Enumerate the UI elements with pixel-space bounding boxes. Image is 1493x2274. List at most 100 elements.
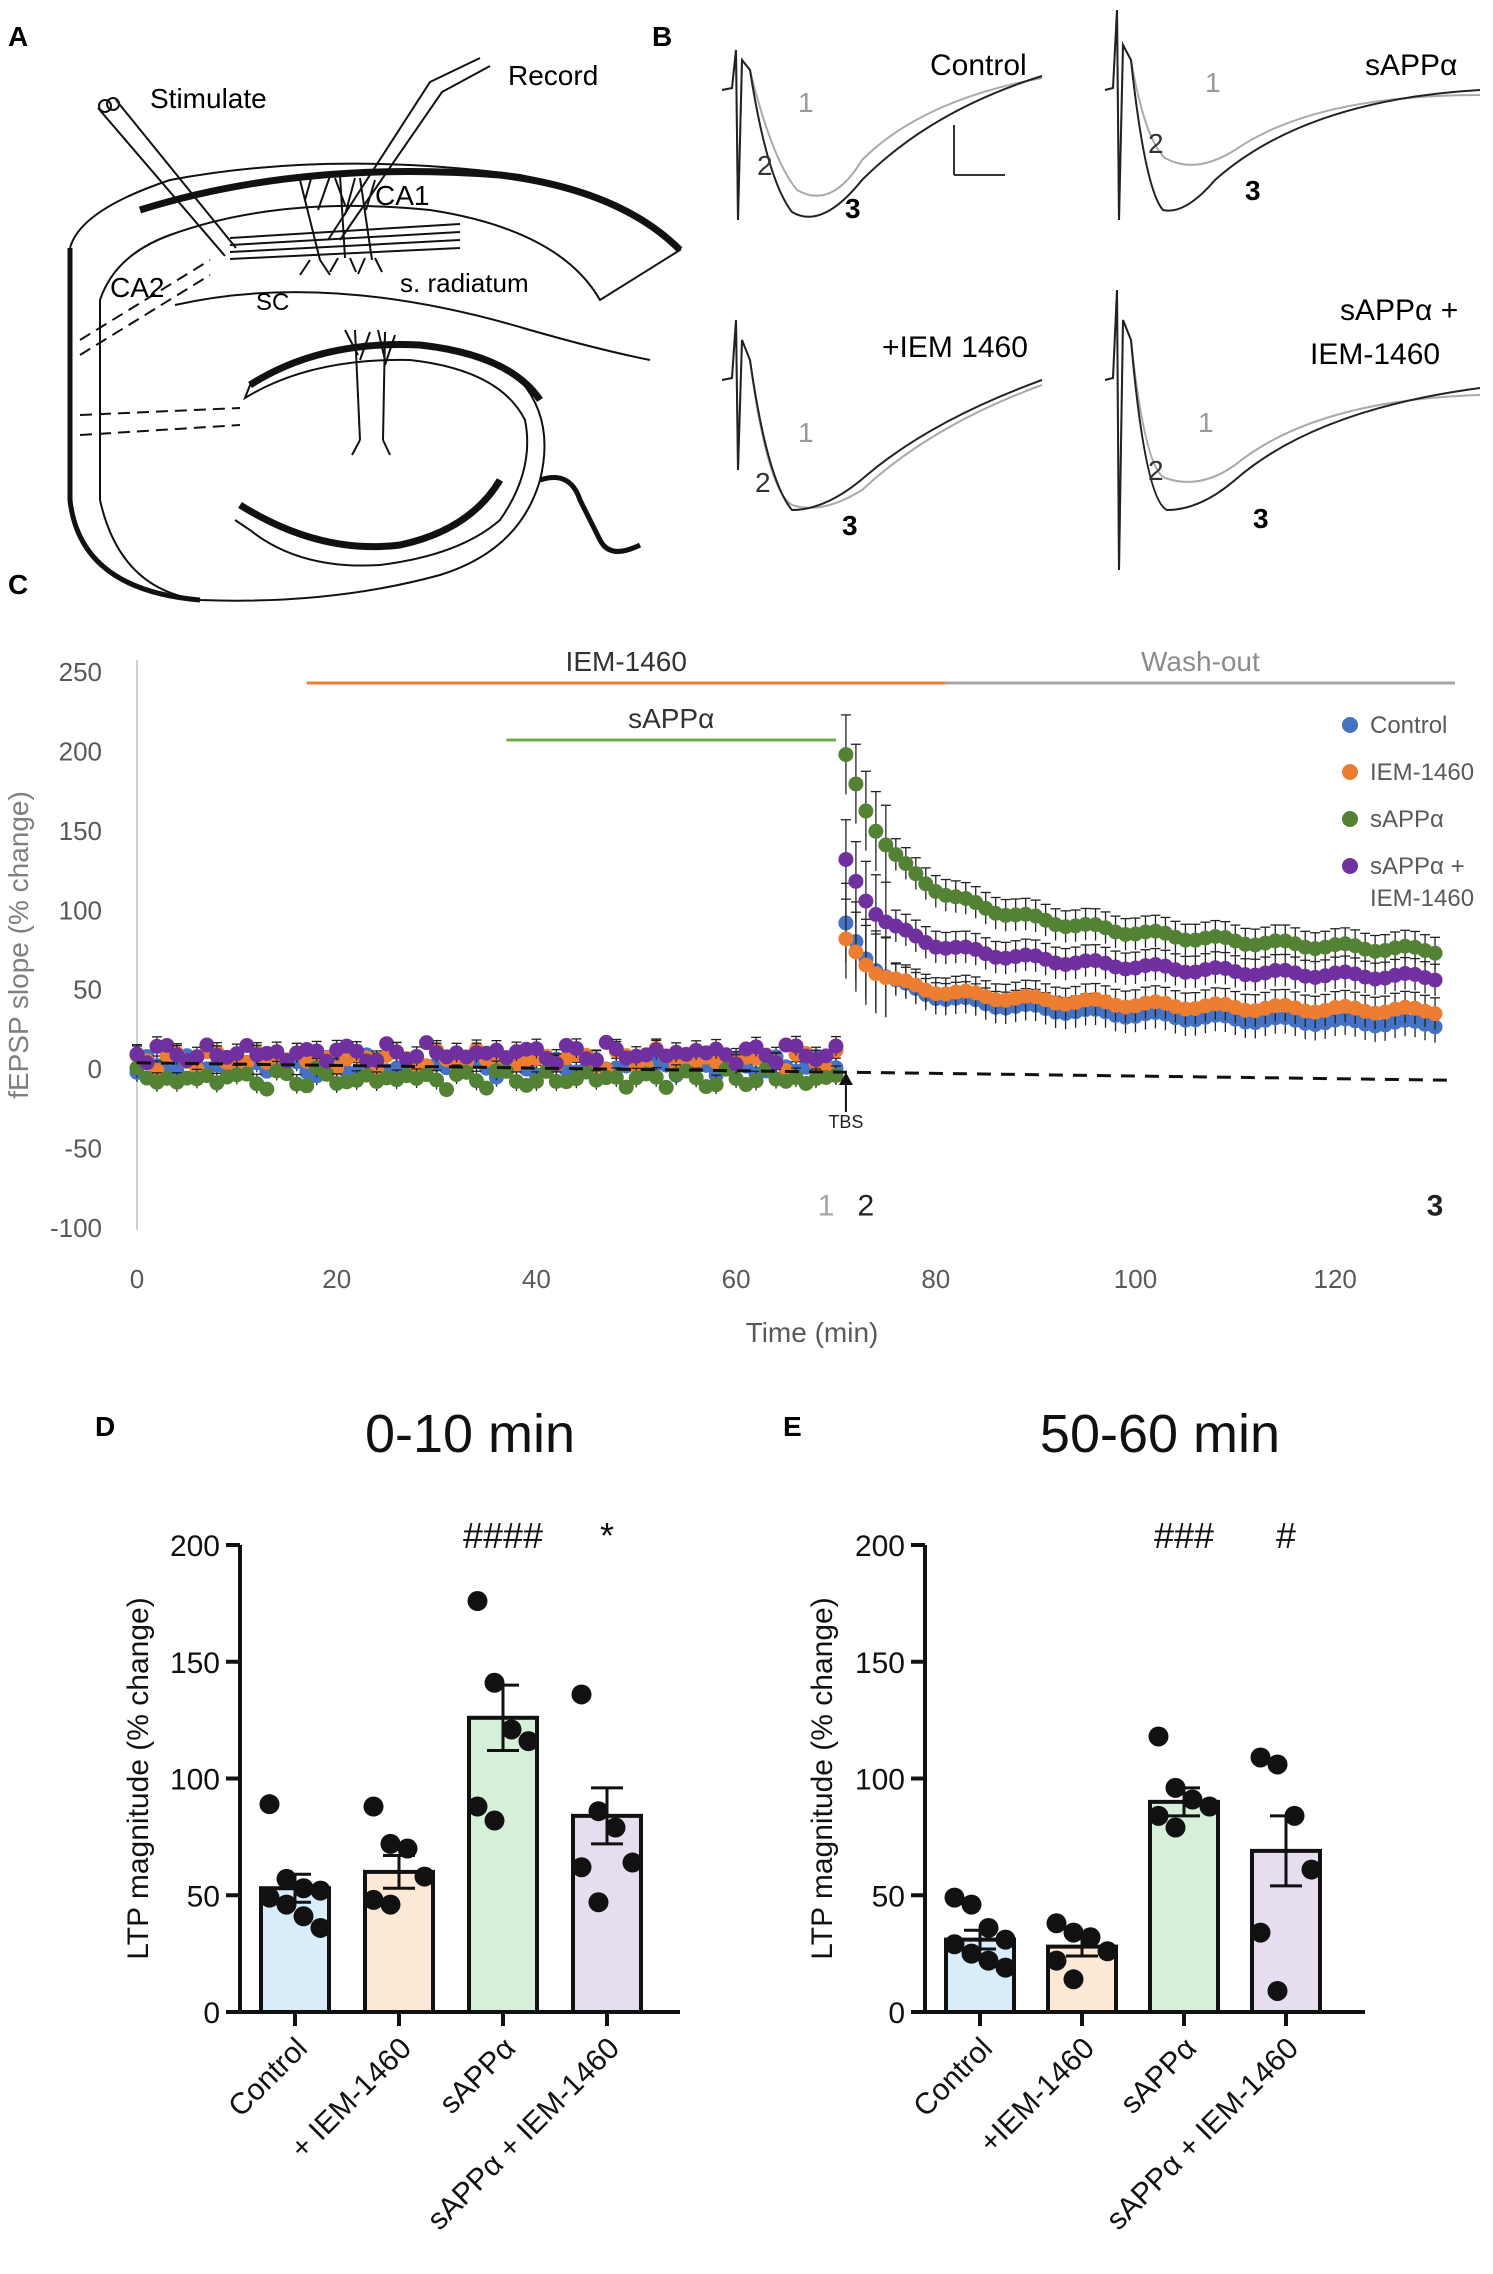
- category-label: sAPPα + IEM-1460: [421, 2032, 626, 2237]
- category-label: sAPPα: [433, 2032, 522, 2121]
- category-label: Control: [222, 2032, 314, 2124]
- dentate-upper: [248, 341, 543, 403]
- y-tick-label: 200: [170, 1530, 220, 1563]
- trace-title-iem: +IEM 1460: [882, 331, 1028, 364]
- sc-label: SC: [256, 289, 289, 316]
- panel-label-e: E: [783, 1411, 802, 1442]
- y-tick-label: 200: [59, 736, 102, 766]
- legend: Control IEM-1460 sAPPα sAPPα + IEM-1460: [1342, 712, 1474, 912]
- tbs-label: TBS: [828, 1112, 863, 1132]
- y-tick-label: 50: [73, 975, 102, 1005]
- data-point: [310, 1917, 331, 1938]
- treatment-bar-label: IEM-1460: [566, 646, 687, 677]
- panel-label-c: C: [8, 569, 28, 600]
- data-point: [658, 1079, 674, 1095]
- significance-marker: ####: [463, 1515, 543, 1556]
- data-point: [1148, 1805, 1169, 1826]
- data-point: [748, 1039, 764, 1055]
- radiatum-label: s. radiatum: [400, 268, 529, 298]
- data-point: [299, 1078, 315, 1094]
- trace-control: Control 1 2 3: [721, 49, 1043, 224]
- bar: [1148, 1799, 1220, 2014]
- data-point: [484, 1672, 505, 1693]
- data-point: [310, 1880, 331, 1901]
- data-point: [239, 1066, 255, 1082]
- data-point: [995, 1929, 1016, 1950]
- data-point: [818, 1048, 834, 1064]
- data-point: [1427, 972, 1443, 988]
- data-point: [1046, 1913, 1067, 1934]
- trace-title-control: Control: [930, 49, 1027, 82]
- data-point: [1080, 1927, 1101, 1948]
- data-point: [858, 893, 874, 909]
- y-tick-label: -100: [50, 1213, 102, 1243]
- trace-marker-2: 2: [755, 467, 771, 498]
- timepoint-label: 2: [858, 1189, 875, 1222]
- dentate-lower: [238, 478, 504, 551]
- recording-electrode: [327, 57, 491, 241]
- data-point: [501, 1719, 522, 1740]
- tbs-arrow-head: [838, 1072, 853, 1086]
- data-point: [961, 1894, 982, 1915]
- trace-title-sappa: sAPPα: [1365, 49, 1457, 82]
- data-point: [380, 1833, 401, 1854]
- significance-marker: ###: [1154, 1515, 1214, 1556]
- treatment-bar-label: sAPPα: [628, 703, 714, 734]
- data-point: [1427, 945, 1443, 961]
- y-tick-label: 50: [187, 1880, 220, 1913]
- data-point: [269, 1044, 285, 1060]
- data-point: [978, 1917, 999, 1938]
- stimulating-electrode: [97, 97, 237, 257]
- data-point: [728, 1056, 744, 1072]
- ca1-label: CA1: [375, 180, 429, 211]
- data-point: [1046, 1950, 1067, 1971]
- data-point: [848, 873, 864, 889]
- x-tick-labels: 0 20 40 60 80 100 120: [130, 1264, 1357, 1294]
- data-point: [858, 957, 874, 973]
- data-point: [276, 1894, 297, 1915]
- data-point: [878, 837, 894, 853]
- data-point: [858, 803, 874, 819]
- y-tick-label: 250: [59, 657, 102, 687]
- data-point: [229, 1046, 245, 1062]
- data-point: [828, 1068, 844, 1084]
- data-point: [944, 1934, 965, 1955]
- trace-marker-1: 1: [798, 87, 814, 118]
- data-point: [1250, 1747, 1271, 1768]
- data-point: [995, 1957, 1016, 1978]
- bar-chart-0-10: 0-10 min LTP magnitude (% change) 0 50 100 15…: [122, 1404, 680, 2236]
- significance-marker: *: [600, 1515, 614, 1556]
- trace-marker-2: 2: [1148, 128, 1164, 159]
- trace-marker-2: 2: [1148, 455, 1164, 486]
- y-tick-label: 0: [203, 1997, 220, 2030]
- data-point: [478, 1080, 494, 1096]
- dentate-extension-dashed-2: [79, 407, 241, 416]
- trace-iem: +IEM 1460 1 2 3: [721, 319, 1043, 541]
- data-point: [718, 1047, 734, 1063]
- data-point: [622, 1852, 643, 1873]
- data-point: [1427, 1006, 1443, 1022]
- data-point: [848, 944, 864, 960]
- data-point: [908, 866, 924, 882]
- bar-chart-50-60: 50-60 min LTP magnitude (% change) 0 50 100 1…: [806, 1404, 1365, 2236]
- data-point: [397, 1838, 418, 1859]
- fissure-line: [174, 291, 651, 361]
- data-point: [518, 1731, 539, 1752]
- y-tick-label: 50: [872, 1880, 905, 1913]
- data-point: [588, 1052, 604, 1068]
- tbs-annotation: TBS: [828, 1072, 863, 1132]
- data-point: [1097, 1941, 1118, 1962]
- data-point: [439, 1082, 455, 1098]
- data-series: [129, 714, 1443, 1098]
- data-point: [189, 1049, 205, 1065]
- ca2-label: CA2: [110, 272, 164, 303]
- x-axis-label: Time (min): [746, 1317, 879, 1348]
- x-tick-label: 40: [522, 1264, 551, 1294]
- data-point: [319, 1066, 335, 1082]
- data-point: [605, 1817, 626, 1838]
- y-tick-label: -50: [64, 1134, 102, 1164]
- trace-marker-1: 1: [798, 417, 814, 448]
- data-point: [1148, 1726, 1169, 1747]
- hippocampus-diagram: [67, 57, 683, 603]
- significance-marker: #: [1276, 1515, 1296, 1556]
